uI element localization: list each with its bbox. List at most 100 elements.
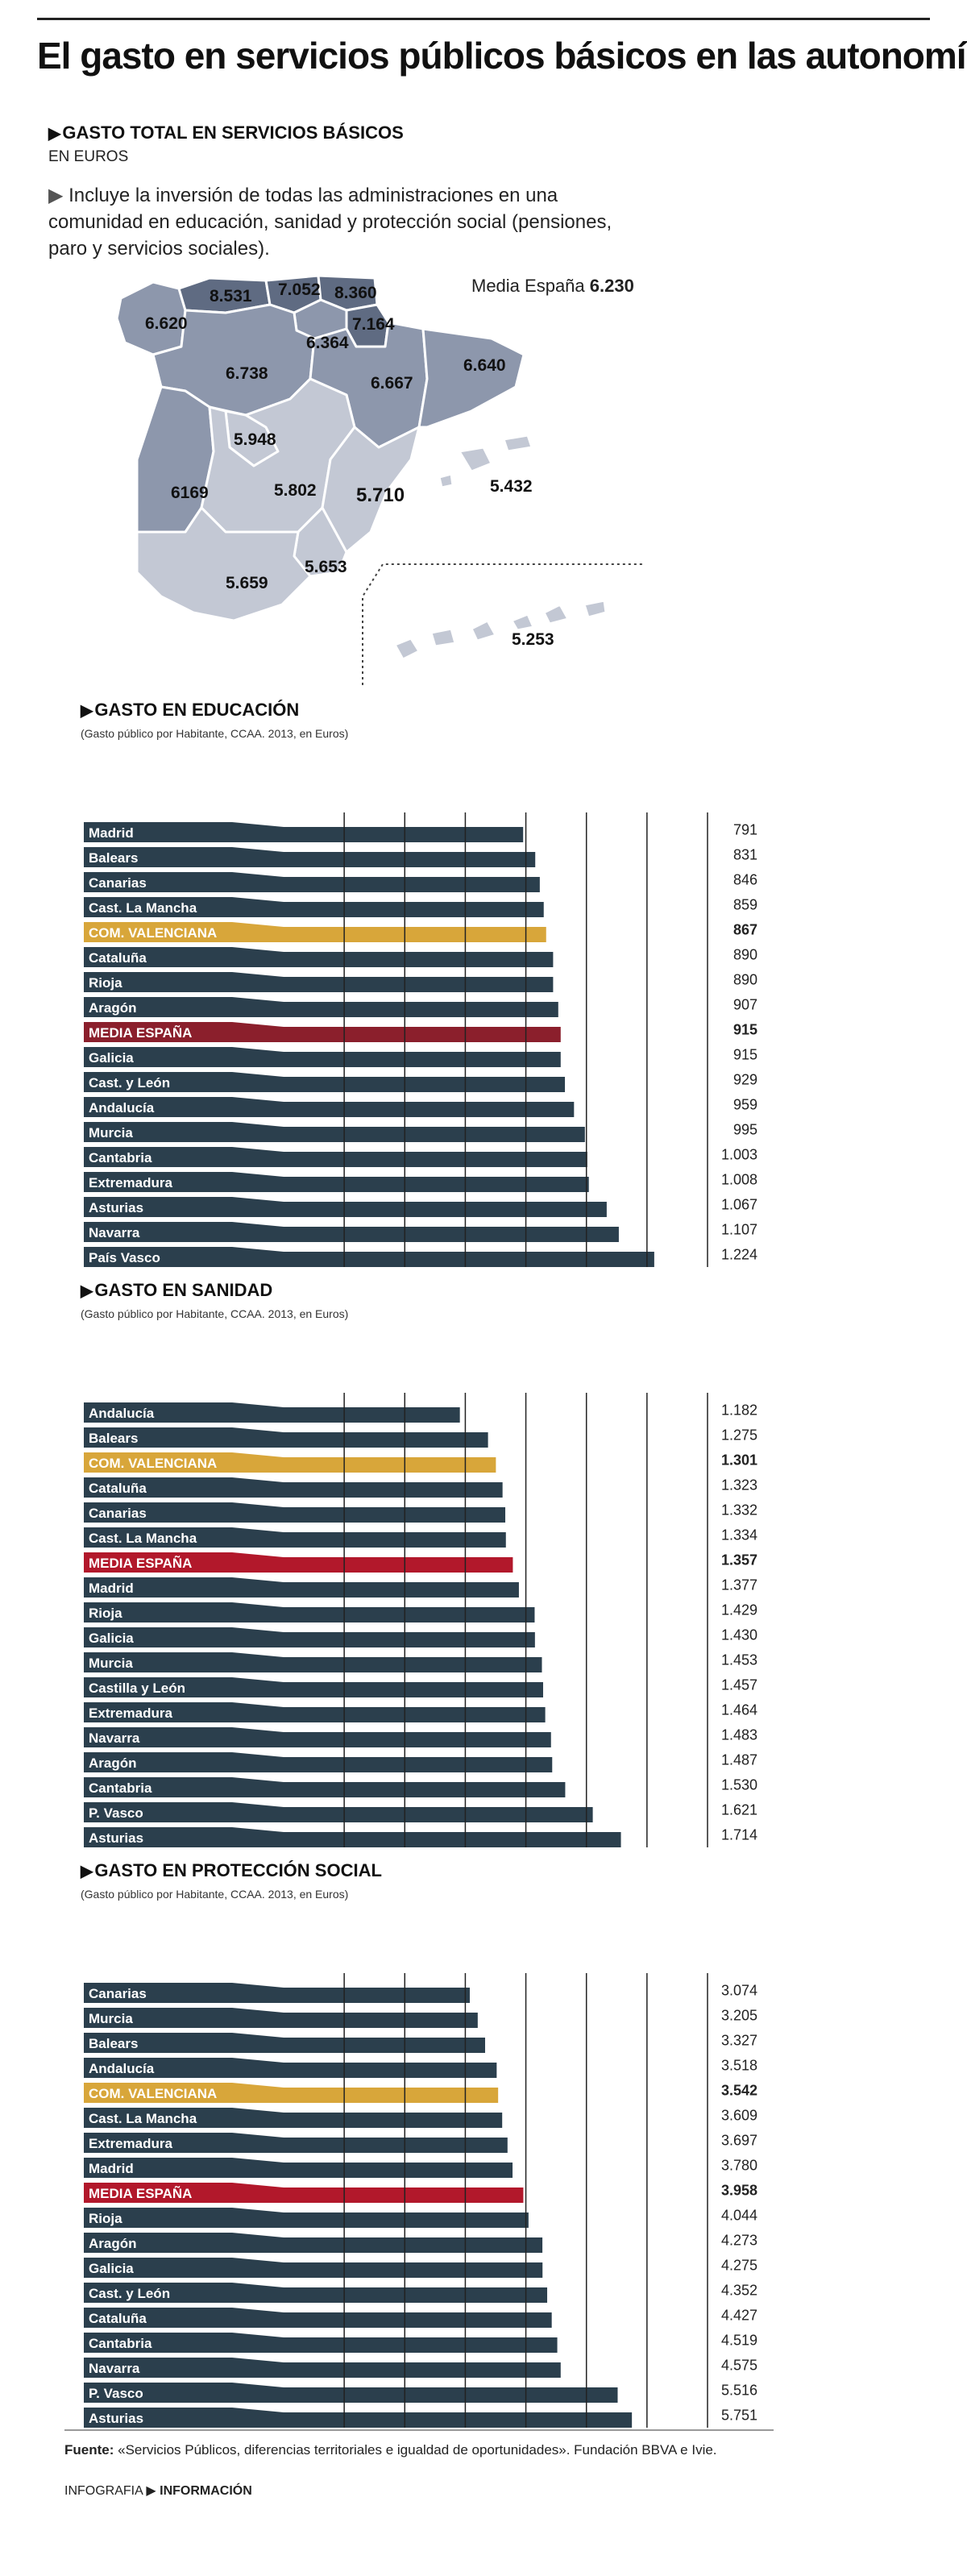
value-label: 1.530 [721,1777,757,1793]
bar [284,1177,589,1192]
category-label: COM. VALENCIANA [89,2086,217,2101]
value-label: 5.516 [721,2383,757,2399]
category-label-box [84,2058,232,2078]
triangle-icon: ▶ [48,185,69,206]
canarias-inset-frame [362,563,645,685]
bar [284,2188,524,2203]
triangle-icon: ▶ [146,2484,156,2498]
category-label-box [84,1983,232,2003]
bar [284,2312,552,2328]
bar [284,902,544,917]
triangle-icon: ▶ [81,702,93,720]
category-label-box [84,1247,232,1267]
category-connector [232,1527,284,1548]
category-label-box [84,1022,232,1042]
category-connector [232,1072,284,1092]
value-label: 3.609 [721,2108,757,2124]
credit-line: INFOGRAFIA ▶ INFORMACIÓN [64,2483,252,2499]
category-connector [232,997,284,1017]
map-value-label: 5.659 [226,574,268,592]
category-label-box [84,2258,232,2278]
category-label: Galicia [89,1050,134,1066]
bar [284,927,546,942]
bar [284,2387,618,2403]
category-connector [232,1983,284,2003]
category-connector [232,972,284,992]
category-label: Aragón [89,1000,137,1016]
map-region-canarias [393,599,608,661]
category-label-box [84,1047,232,1067]
bar [284,2088,499,2103]
category-label-box [84,972,232,992]
bar-chart-svg: Canarias 3.074 Murcia 3.205 Balears 3.327 Anda… [84,1973,757,2428]
value-label: 4.044 [721,2208,757,2224]
map-description-text: Incluye la inversión de todas las admini… [48,185,612,260]
footer-rule [64,2429,774,2431]
top-rule [37,18,930,20]
map-value-label: 6.667 [371,374,413,393]
map-media-label: Media España 6.230 [471,276,634,297]
category-label-box [84,2308,232,2328]
bar [284,1532,506,1548]
value-label: 890 [733,947,757,963]
value-label: 4.352 [721,2283,757,2299]
page-title: El gasto en servicios públicos básicos e… [37,35,967,77]
chart-title-text: GASTO EN SANIDAD [94,1280,273,1300]
value-label: 3.780 [721,2158,757,2174]
value-label: 3.542 [721,2083,757,2099]
bar [284,1002,558,1017]
triangle-icon: ▶ [81,1863,93,1880]
category-connector [232,1727,284,1747]
category-connector [232,1097,284,1117]
category-label: Cast. La Mancha [89,900,197,916]
map-value-label: 6169 [171,484,209,502]
category-label-box [84,1222,232,1242]
category-label: Madrid [89,1581,134,1596]
category-label-box [84,1197,232,1217]
bar [284,827,524,842]
bar [284,1102,575,1117]
category-connector [232,1172,284,1192]
value-label: 867 [733,922,757,938]
category-label-box [84,2183,232,2203]
source-text: «Servicios Públicos, diferencias territo… [118,2442,717,2458]
category-label: Rioja [89,1606,122,1621]
bar [284,1432,488,1448]
category-label-box [84,1627,232,1647]
bar [284,1782,566,1797]
category-connector [232,1197,284,1217]
value-label: 846 [733,872,757,888]
category-label-box [84,1552,232,1573]
value-label: 3.518 [721,2058,757,2074]
value-label: 1.224 [721,1247,757,1263]
media-value: 6.230 [589,276,634,296]
category-label-box [84,2208,232,2228]
triangle-icon: ▶ [81,1282,93,1300]
value-label: 1.430 [721,1627,757,1643]
category-connector [232,1427,284,1448]
value-label: 3.327 [721,2033,757,2049]
bar [284,2262,543,2278]
category-connector [232,1222,284,1242]
value-label: 3.697 [721,2133,757,2149]
category-label: Extremadura [89,1175,172,1190]
category-label: Cantabria [89,1780,152,1796]
bar [284,877,540,892]
category-label: Asturias [89,1830,143,1846]
category-label: Navarra [89,1225,140,1240]
bar [284,2138,508,2153]
category-label-box [84,1172,232,1192]
value-label: 3.958 [721,2183,757,2199]
category-connector [232,2233,284,2253]
bar [284,2113,503,2128]
category-label-box [84,1527,232,1548]
category-label-box [84,2383,232,2403]
bar-chart-svg: Andalucía 1.182 Balears 1.275 COM. VALENCIAN… [84,1393,757,1847]
category-label: Extremadura [89,2136,172,2151]
category-label: MEDIA ESPAÑA [89,1555,192,1571]
map-value-label: 5.432 [490,477,533,496]
category-connector [232,2033,284,2053]
category-connector [232,1147,284,1167]
category-label: Cast. La Mancha [89,2111,197,2126]
category-label: Asturias [89,2411,143,2426]
